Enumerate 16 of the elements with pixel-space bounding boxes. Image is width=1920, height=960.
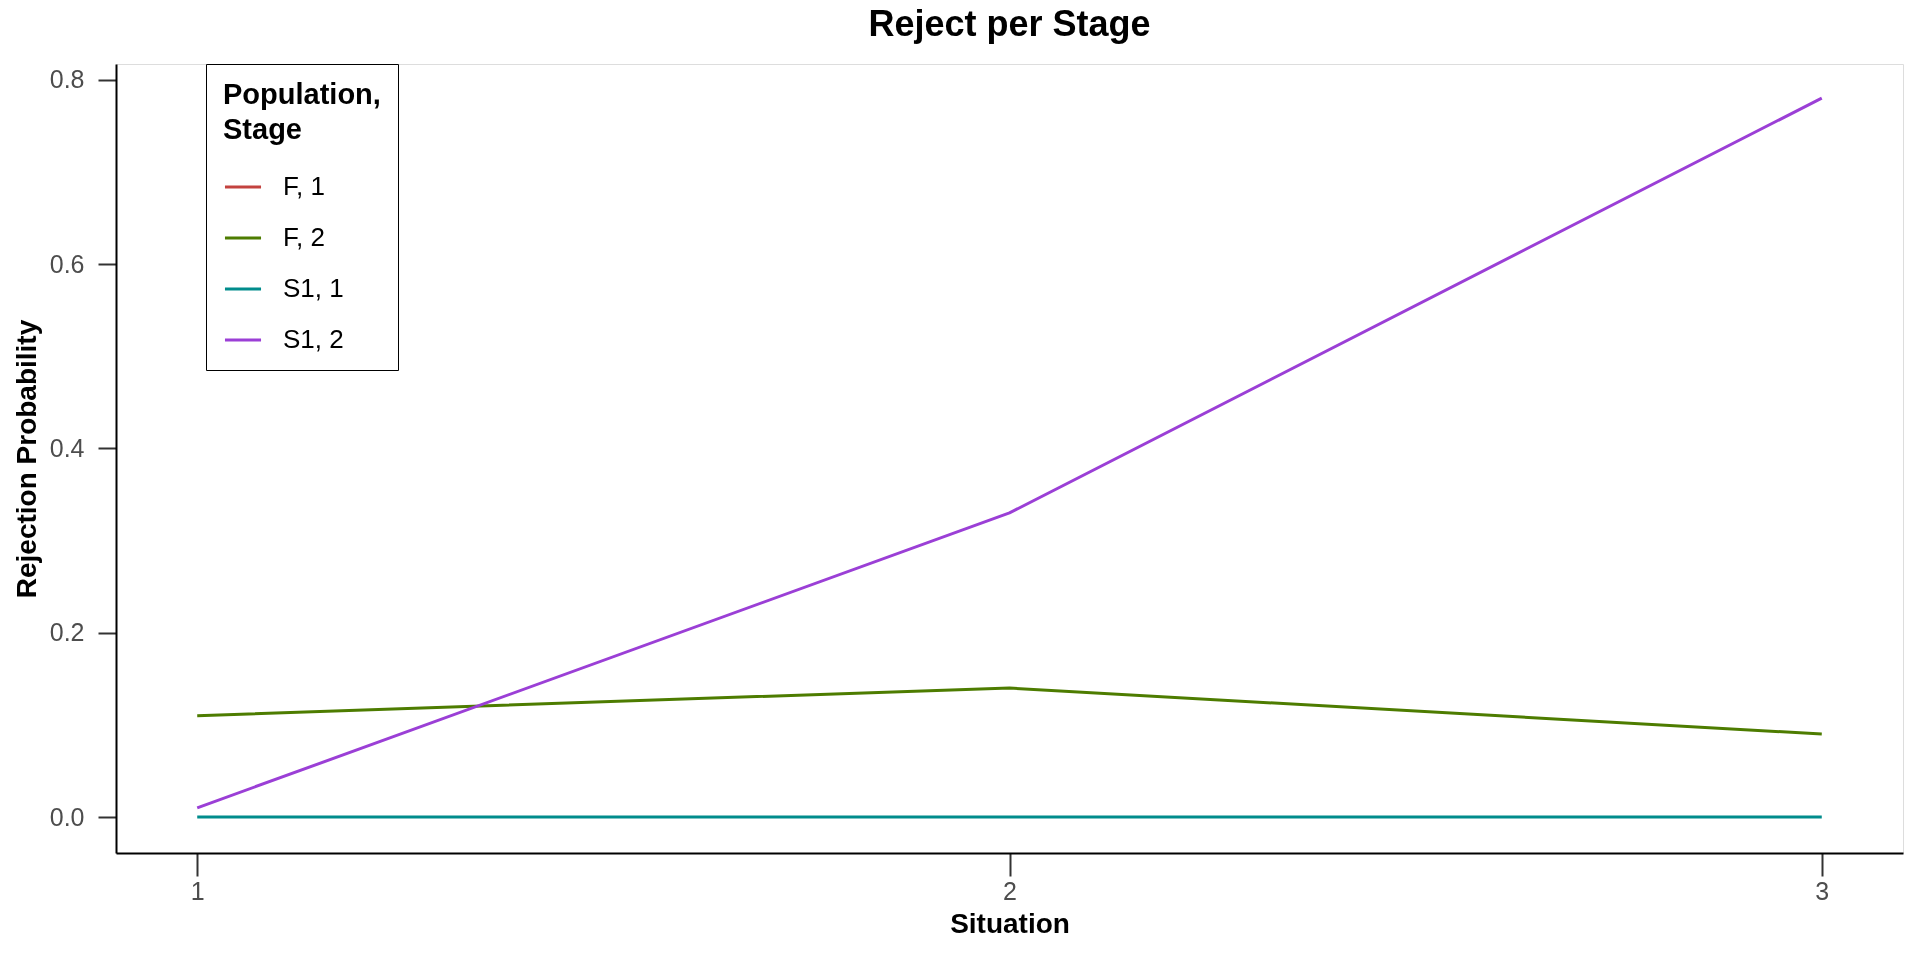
x-tick-label: 3 xyxy=(1815,876,1830,905)
legend-label: S1, 1 xyxy=(283,273,344,303)
x-axis-title: Situation xyxy=(950,907,1070,939)
y-tick-label: 0.8 xyxy=(49,65,85,94)
y-tick-label: 0.6 xyxy=(49,249,85,278)
legend-title: Population, Stage xyxy=(223,78,381,145)
y-axis-title: Rejection Probability xyxy=(10,319,42,599)
chart-title: Reject per Stage xyxy=(868,2,1151,44)
legend-label: F, 1 xyxy=(283,171,325,201)
legend-label: F, 2 xyxy=(283,222,325,252)
legend-label: S1, 2 xyxy=(283,324,344,354)
x-tick-label: 2 xyxy=(1003,876,1017,905)
y-tick-label: 0.4 xyxy=(49,433,85,462)
y-tick-label: 0.0 xyxy=(49,802,85,831)
y-tick-label: 0.2 xyxy=(49,618,85,647)
x-tick-label: 1 xyxy=(190,876,205,905)
